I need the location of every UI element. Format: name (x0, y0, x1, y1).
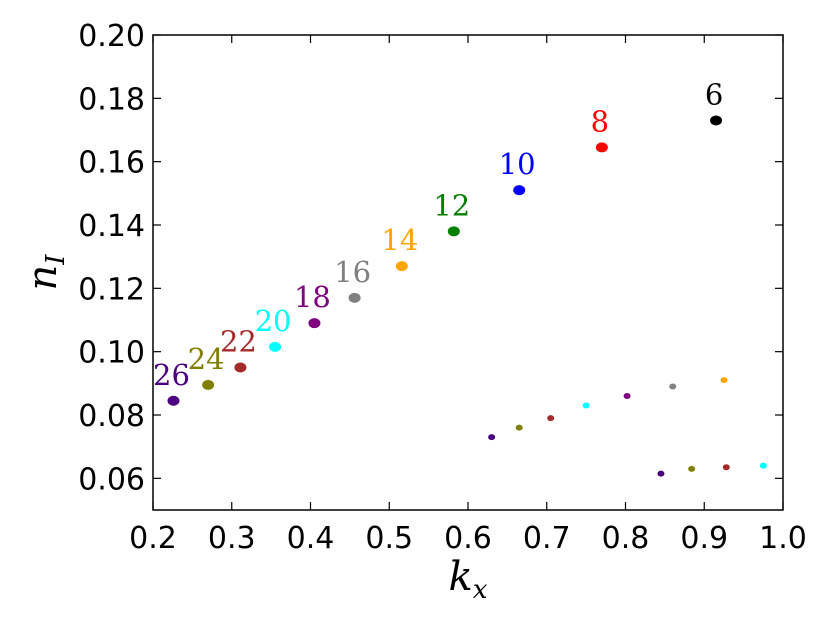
primary-point-24 (202, 379, 215, 390)
cluster-label-10: 10 (499, 147, 536, 181)
y-tick-label-5: 0.16 (78, 146, 145, 181)
primary-point-18 (308, 318, 321, 329)
cluster-label-20: 20 (255, 304, 292, 338)
y-axis-label: nI (20, 254, 71, 291)
x-tick-label-6: 0.8 (602, 521, 650, 556)
secondary-point-1 (669, 383, 677, 390)
y-tick-label-0: 0.06 (78, 462, 145, 497)
primary-point-12 (447, 226, 460, 237)
cluster-label-22: 22 (220, 325, 257, 359)
secondary-point-7 (759, 462, 767, 469)
secondary-point-3 (582, 402, 590, 409)
cluster-label-8: 8 (591, 104, 609, 138)
x-axis-label-main: k (449, 554, 473, 600)
primary-point-10 (513, 185, 526, 196)
cluster-label-6: 6 (705, 78, 723, 112)
x-axis-label: kx (449, 554, 488, 605)
x-tick-label-4: 0.6 (444, 521, 492, 556)
plot-frame (152, 34, 784, 511)
x-axis-ticks: 0.2 0.3 0.4 0.5 0.6 0.7 0.8 0.9 1.0 (129, 35, 807, 556)
secondary-point-4 (547, 415, 555, 422)
secondary-point-0 (720, 377, 728, 384)
secondary-point-2 (623, 393, 631, 399)
y-axis-ticks: 0.06 0.08 0.10 0.12 0.14 0.16 0.18 0.20 (78, 19, 783, 497)
y-tick-label-6: 0.18 (78, 82, 145, 117)
secondary-point-5 (515, 424, 523, 431)
cluster-label-26: 26 (153, 358, 190, 392)
x-tick-label-2: 0.4 (287, 521, 335, 556)
x-tick-label-1: 0.3 (208, 521, 256, 556)
cluster-label-18: 18 (294, 280, 331, 314)
y-axis-label-main: n (20, 265, 66, 291)
primary-point-6 (710, 115, 723, 126)
cluster-label-14: 14 (381, 223, 418, 257)
y-tick-label-1: 0.08 (78, 399, 145, 434)
primary-point-22 (234, 362, 247, 373)
primary-point-16 (348, 292, 361, 303)
secondary-point-8 (722, 464, 730, 471)
y-tick-label-4: 0.14 (78, 209, 145, 244)
cluster-label-12: 12 (433, 188, 470, 222)
y-tick-label-2: 0.10 (78, 336, 145, 371)
primary-point-14 (395, 261, 408, 272)
primary-point-26 (167, 395, 180, 406)
x-tick-label-0: 0.2 (129, 521, 177, 556)
cluster-label-24: 24 (188, 342, 225, 376)
y-tick-label-3: 0.12 (78, 272, 145, 307)
secondary-point-10 (657, 470, 665, 477)
x-tick-label-3: 0.5 (365, 521, 413, 556)
secondary-point-9 (688, 465, 696, 472)
primary-point-20 (269, 341, 282, 352)
y-axis-label-subscript: I (41, 254, 71, 266)
x-tick-label-5: 0.7 (523, 521, 571, 556)
y-tick-label-7: 0.20 (78, 19, 145, 54)
secondary-point-6 (488, 434, 496, 441)
primary-point-8 (595, 142, 608, 153)
x-tick-label-8: 1.0 (759, 521, 807, 556)
x-axis-label-subscript: x (473, 575, 488, 605)
cluster-label-16: 16 (334, 255, 371, 289)
data-points (167, 115, 767, 477)
x-tick-label-7: 0.9 (680, 521, 728, 556)
